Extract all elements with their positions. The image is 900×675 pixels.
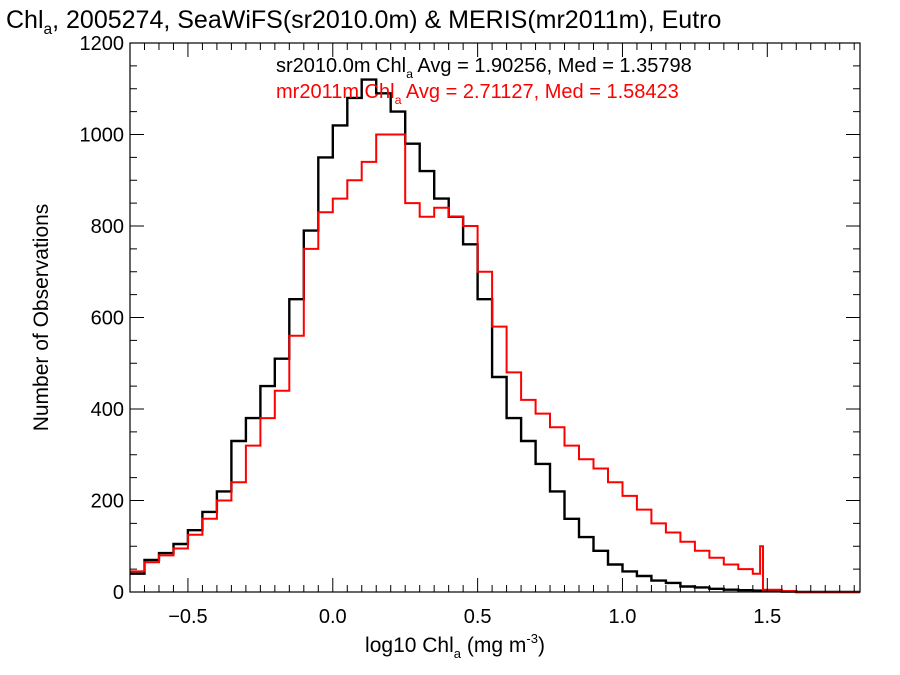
series-line-seawifs: [130, 78, 860, 594]
legend-entry-seawifs: sr2010.0m Chla Avg = 1.90256, Med = 1.35…: [276, 55, 692, 81]
y-axis-title: Number of Observations: [30, 204, 53, 432]
x-tick-label: 0.5: [464, 606, 492, 628]
series-line-meris: [130, 133, 860, 593]
x-tick-label: 1.5: [753, 606, 781, 628]
y-tick-label: 400: [91, 399, 124, 421]
y-tick-label: 1200: [80, 33, 125, 55]
y-tick-label: 0: [113, 582, 124, 604]
x-tick-label: 0.0: [319, 606, 347, 628]
x-tick-label: 1.0: [609, 606, 637, 628]
x-axis-title: log10 Chla (mg m-3): [365, 631, 545, 661]
x-tick-label: −0.5: [168, 606, 207, 628]
plot-frame: [129, 42, 861, 593]
y-tick-label: 200: [91, 491, 124, 513]
y-tick-label: 1000: [80, 125, 125, 147]
y-tick-label: 600: [91, 308, 124, 330]
chart-title: Chla, 2005274, SeaWiFS(sr2010.0m) & MERI…: [6, 6, 721, 38]
y-tick-label: 800: [91, 216, 124, 238]
legend-entry-meris: mr2011m Chla Avg = 2.71127, Med = 1.5842…: [276, 81, 679, 107]
